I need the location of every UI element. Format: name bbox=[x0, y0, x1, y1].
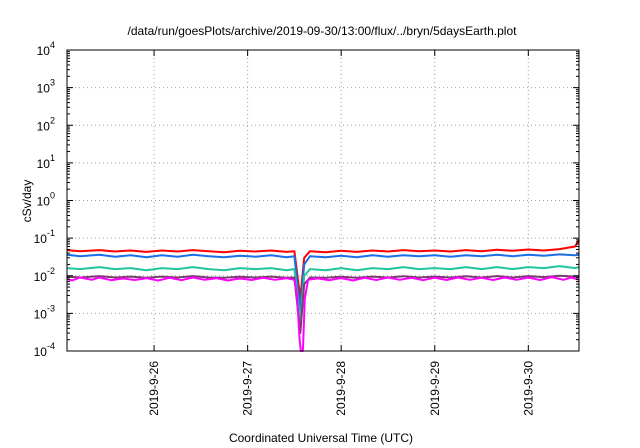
axis-ticks bbox=[67, 49, 579, 352]
x-tick-label: 2019-9-29 bbox=[428, 361, 442, 416]
y-tick-label: 10-3 bbox=[34, 303, 55, 321]
x-tick-label: 2019-9-30 bbox=[521, 361, 535, 416]
y-tick-label-base: 10 bbox=[37, 157, 51, 171]
x-tick-label: 2019-9-26 bbox=[147, 361, 161, 416]
series-line-4 bbox=[66, 274, 580, 334]
y-tick-label-exponent: -4 bbox=[47, 341, 55, 351]
y-tick-label: 100 bbox=[37, 191, 55, 209]
x-axis-label: Coordinated Universal Time (UTC) bbox=[229, 431, 413, 445]
y-tick-label-exponent: 3 bbox=[50, 78, 55, 88]
y-tick-label-base: 10 bbox=[37, 195, 51, 209]
y-tick-label-exponent: 2 bbox=[50, 115, 55, 125]
series-lines bbox=[66, 239, 580, 352]
y-tick-label-exponent: 1 bbox=[50, 153, 55, 163]
chart-title: /data/run/goesPlots/archive/2019-09-30/1… bbox=[128, 24, 518, 38]
y-tick-label: 104 bbox=[37, 40, 55, 58]
y-tick-label-base: 10 bbox=[34, 232, 48, 246]
y-tick-label-base: 10 bbox=[34, 307, 48, 321]
y-tick-label: 10-4 bbox=[34, 341, 55, 359]
y-tick-label-exponent: -1 bbox=[47, 228, 55, 238]
y-tick-label-exponent: 4 bbox=[50, 40, 55, 50]
y-tick-label: 103 bbox=[37, 78, 55, 96]
y-tick-label-exponent: -2 bbox=[47, 266, 55, 276]
y-tick-label-base: 10 bbox=[37, 44, 51, 58]
x-tick-labels: 2019-9-26 2019-9-27 2019-9-28 2019-9-29 2019… bbox=[147, 361, 535, 416]
y-tick-label: 10-2 bbox=[34, 266, 55, 284]
y-tick-label-base: 10 bbox=[34, 270, 48, 284]
x-tick-label: 2019-9-28 bbox=[334, 361, 348, 416]
series-line-3 bbox=[66, 265, 580, 323]
y-tick-label-exponent: -3 bbox=[47, 303, 55, 313]
series-line-2 bbox=[66, 253, 580, 312]
series-line-1 bbox=[66, 239, 580, 300]
series-line-5 bbox=[66, 276, 580, 352]
y-tick-label: 102 bbox=[37, 115, 55, 133]
y-tick-label-base: 10 bbox=[37, 82, 51, 96]
y-tick-label: 101 bbox=[37, 153, 55, 171]
y-tick-label-base: 10 bbox=[34, 345, 48, 359]
y-tick-label: 10-1 bbox=[34, 228, 55, 246]
y-axis-label: cSv/day bbox=[20, 180, 34, 223]
x-tick-label: 2019-9-27 bbox=[241, 361, 255, 416]
y-tick-label-base: 10 bbox=[37, 119, 51, 133]
y-tick-label-exponent: 0 bbox=[50, 191, 55, 201]
